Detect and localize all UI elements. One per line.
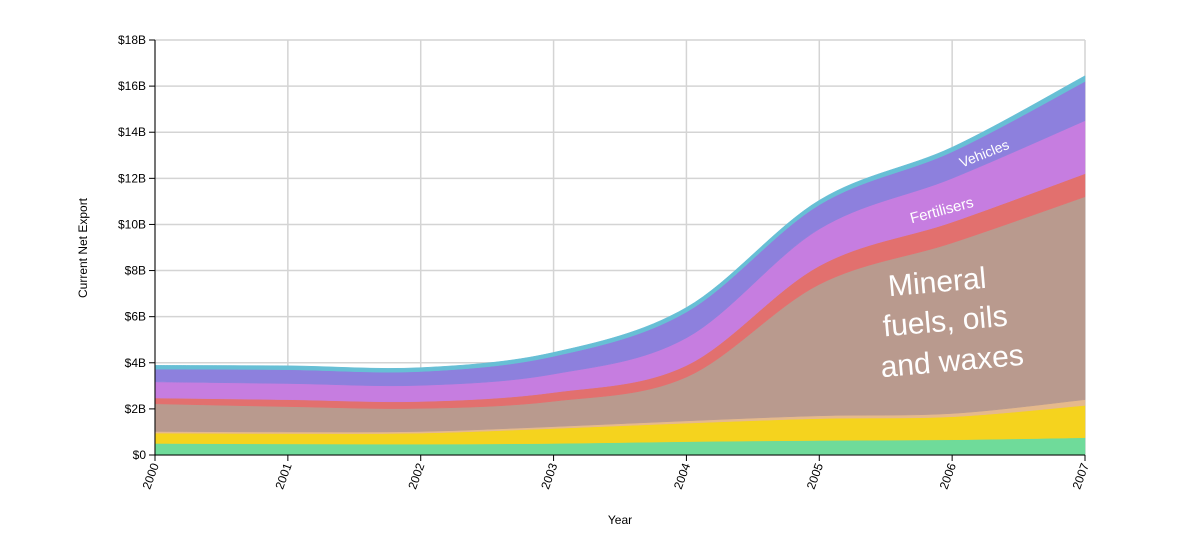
x-tick-label: 2006	[937, 461, 959, 491]
y-tick-label: $16B	[118, 79, 146, 93]
x-tick-label: 2003	[538, 461, 560, 491]
x-tick-label: 2002	[405, 461, 427, 491]
y-tick-label: $12B	[118, 171, 146, 185]
y-tick-label: $18B	[118, 33, 146, 47]
series-areas	[154, 75, 1086, 456]
y-tick-label: $6B	[125, 310, 146, 324]
y-tick-label: $0	[133, 448, 147, 462]
y-tick-label: $8B	[125, 264, 146, 278]
x-tick-label: 2004	[671, 461, 693, 491]
x-tick-label: 2001	[272, 461, 294, 491]
y-tick-label: $14B	[118, 125, 146, 139]
x-axis-title: Year	[608, 513, 632, 527]
y-tick-label: $2B	[125, 402, 146, 416]
x-tick-label: 2000	[140, 461, 162, 491]
x-tick-label: 2007	[1070, 461, 1092, 491]
x-tick-label: 2005	[804, 461, 826, 491]
y-tick-label: $10B	[118, 217, 146, 231]
y-tick-label: $4B	[125, 356, 146, 370]
series-area-7	[154, 75, 1086, 373]
y-axis-title: Current Net Export	[76, 197, 90, 298]
axes: $0 $2B $4B $6B $8B $10B $12B $14B $16B $18B 2000 20…	[118, 33, 1092, 491]
